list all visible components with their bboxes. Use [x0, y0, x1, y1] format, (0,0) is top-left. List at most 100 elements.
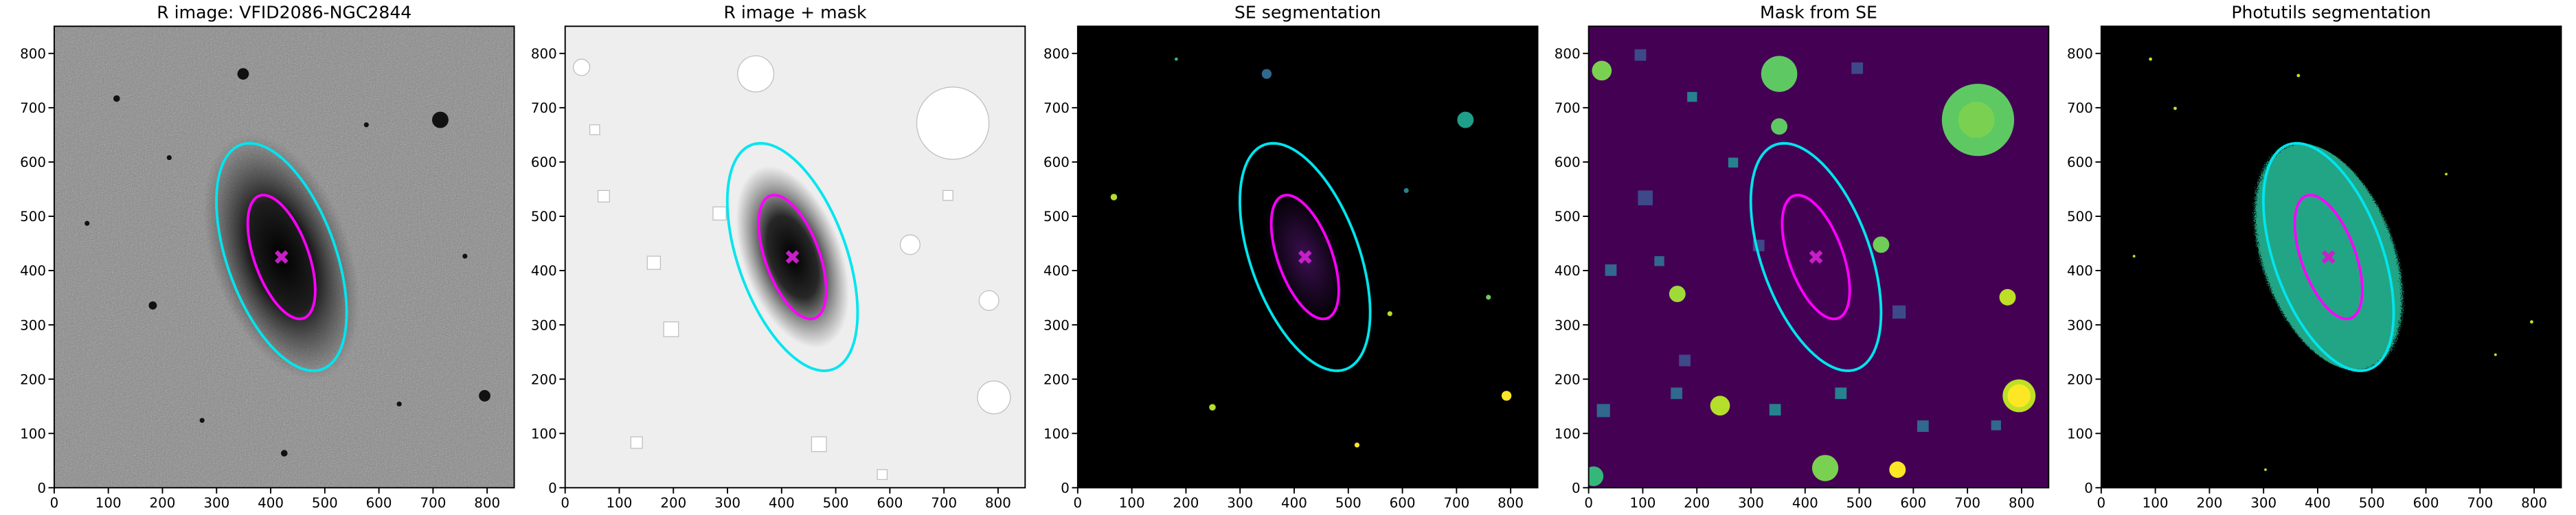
- x-tick-label: 100: [95, 495, 122, 511]
- x-tick-label: 800: [2009, 495, 2035, 511]
- x-tick-label: 800: [2521, 495, 2547, 511]
- x-tick-label: 100: [1629, 495, 1656, 511]
- x-tick-label: 600: [2413, 495, 2439, 511]
- y-tick-label: 800: [2067, 46, 2093, 62]
- y-tick-label: 300: [1555, 317, 1581, 333]
- ellipse: [1239, 141, 1372, 372]
- segments: [2132, 57, 2533, 471]
- y-tick-label: 100: [1043, 426, 1070, 442]
- axes-frame: [1076, 25, 1539, 489]
- x-tick-label: 300: [203, 495, 229, 511]
- x-tick-label: 0: [1074, 495, 1083, 511]
- x-tick-label: 600: [366, 495, 392, 511]
- y-tick-label: 500: [1555, 209, 1581, 225]
- y-tick-label: 800: [1555, 46, 1581, 62]
- y-tick-label: 100: [531, 426, 557, 442]
- y-tick-label: 0: [2084, 480, 2093, 496]
- center-marker: [274, 250, 289, 264]
- panel-title: R image + mask: [723, 2, 867, 22]
- x-tick-label: 400: [258, 495, 284, 511]
- y-tick-label: 400: [531, 263, 557, 279]
- y-tick-label: 200: [1043, 371, 1070, 387]
- x-tick-label: 300: [1227, 495, 1253, 511]
- y-tick-label: 300: [1043, 317, 1070, 333]
- x-tick-label: 0: [1584, 495, 1593, 511]
- panel-title: Mask from SE: [1760, 2, 1877, 22]
- y-tick-label: 600: [20, 154, 46, 170]
- ellipse: [1269, 194, 1340, 321]
- x-tick-label: 200: [1173, 495, 1199, 511]
- y-tick-label: 300: [2067, 317, 2093, 333]
- ellipse: [1781, 194, 1851, 321]
- y-tick-label: 700: [1043, 100, 1070, 116]
- x-tick-label: 400: [1792, 495, 1818, 511]
- x-tick-label: 800: [985, 495, 1011, 511]
- x-tick-label: 400: [769, 495, 795, 511]
- y-tick-label: 500: [1043, 209, 1070, 225]
- x-tick-label: 700: [2467, 495, 2493, 511]
- x-tick-label: 400: [2305, 495, 2331, 511]
- x-tick-label: 700: [1443, 495, 1469, 511]
- y-tick-label: 600: [1555, 154, 1581, 170]
- x-tick-label: 600: [1390, 495, 1416, 511]
- segments: [1110, 57, 1512, 448]
- x-tick-label: 300: [2250, 495, 2276, 511]
- center-marker: [1809, 250, 1823, 264]
- y-tick-label: 400: [1043, 263, 1070, 279]
- y-tick-label: 800: [531, 46, 557, 62]
- x-tick-label: 800: [474, 495, 500, 511]
- panel-title: Photutils segmentation: [2231, 2, 2431, 22]
- axes-frame: [564, 25, 1026, 489]
- center-marker: [2321, 250, 2336, 264]
- center-marker: [1298, 250, 1312, 264]
- x-tick-label: 100: [2143, 495, 2169, 511]
- x-tick-label: 700: [420, 495, 446, 511]
- x-tick-label: 200: [1684, 495, 1710, 511]
- x-tick-label: 700: [1954, 495, 1980, 511]
- panel-title: R image: VFID2086-NGC2844: [157, 2, 411, 22]
- x-tick-label: 400: [1281, 495, 1307, 511]
- masked-regions: [573, 55, 1011, 480]
- ellipse: [757, 194, 828, 321]
- axes-frame: [1588, 25, 2050, 489]
- y-tick-label: 700: [2067, 100, 2093, 116]
- x-tick-label: 200: [150, 495, 176, 511]
- x-tick-label: 800: [1498, 495, 1524, 511]
- y-tick-label: 500: [531, 209, 557, 225]
- y-tick-label: 400: [2067, 263, 2093, 279]
- y-tick-label: 300: [20, 317, 46, 333]
- y-tick-label: 600: [531, 154, 557, 170]
- y-tick-label: 100: [20, 426, 46, 442]
- x-tick-label: 100: [1119, 495, 1145, 511]
- mask-regions: [1588, 49, 2036, 486]
- y-tick-label: 500: [2067, 209, 2093, 225]
- x-tick-label: 0: [561, 495, 569, 511]
- axes-frame: [53, 25, 515, 489]
- x-tick-label: 300: [1738, 495, 1764, 511]
- x-tick-label: 200: [2196, 495, 2222, 511]
- center-marker: [785, 250, 800, 264]
- y-tick-label: 800: [20, 46, 46, 62]
- x-tick-label: 500: [823, 495, 849, 511]
- y-tick-label: 400: [1555, 263, 1581, 279]
- y-tick-label: 400: [20, 263, 46, 279]
- y-tick-label: 100: [1555, 426, 1581, 442]
- ellipse: [2293, 194, 2364, 321]
- y-tick-label: 100: [2067, 426, 2093, 442]
- panel-title: SE segmentation: [1234, 2, 1381, 22]
- y-tick-label: 600: [1043, 154, 1070, 170]
- y-tick-label: 300: [531, 317, 557, 333]
- y-tick-label: 200: [2067, 371, 2093, 387]
- y-tick-label: 0: [37, 480, 46, 496]
- ellipse: [725, 141, 859, 372]
- ellipse: [246, 194, 317, 321]
- ellipse: [2261, 141, 2395, 372]
- y-tick-label: 200: [1555, 371, 1581, 387]
- y-tick-label: 200: [20, 371, 46, 387]
- y-tick-label: 200: [531, 371, 557, 387]
- x-tick-label: 0: [50, 495, 59, 511]
- ellipse: [1749, 141, 1883, 372]
- y-tick-label: 600: [2067, 154, 2093, 170]
- y-tick-label: 0: [1061, 480, 1070, 496]
